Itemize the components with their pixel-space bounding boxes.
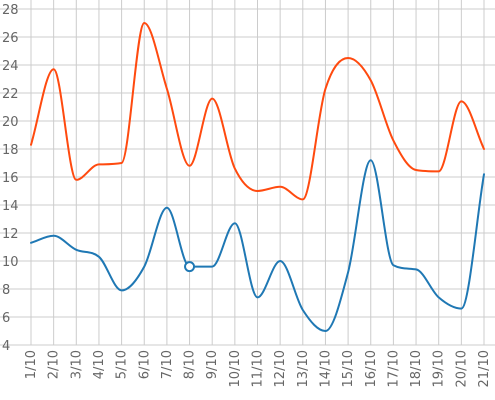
y-tick-label: 26 [2,31,19,46]
marker-layer [184,261,196,273]
y-tick-label: 24 [2,59,19,74]
x-tick-label: 11/10 [251,350,266,387]
y-tick-label: 4 [2,339,10,354]
x-axis-tick-labels: 1/10 2/10 3/10 4/10 5/10 6/10 7/10 8/10 9/10 10/1… [24,350,492,387]
x-tick-label: 16/10 [364,350,379,387]
series-1-line [30,22,485,201]
x-tick-label: 14/10 [318,350,333,387]
x-tick-label: 5/10 [115,350,130,379]
y-tick-label: 28 [2,3,19,18]
series-layer [30,22,485,332]
y-tick-label: 20 [2,115,19,130]
highlighted-point-marker[interactable] [184,261,196,273]
x-tick-label: 20/10 [454,350,469,387]
y-tick-label: 18 [2,143,19,158]
grid [0,0,495,346]
y-tick-label: 10 [2,255,19,270]
x-tick-label: 21/10 [477,350,492,387]
y-tick-label: 16 [2,171,19,186]
x-tick-label: 4/10 [92,350,107,379]
y-tick-label: 22 [2,87,19,102]
x-tick-label: 18/10 [409,350,424,387]
y-tick-label: 8 [2,283,10,298]
y-tick-label: 14 [2,199,19,214]
x-tick-label: 15/10 [341,350,356,387]
y-tick-label: 12 [2,227,19,242]
x-tick-label: 1/10 [24,350,39,379]
y-tick-label: 6 [2,311,10,326]
x-tick-label: 10/10 [228,350,243,387]
x-tick-label: 7/10 [160,350,175,379]
x-tick-label: 3/10 [69,350,84,379]
x-tick-label: 2/10 [47,350,62,379]
x-tick-label: 8/10 [183,350,198,379]
x-tick-label: 19/10 [432,350,447,387]
x-tick-label: 12/10 [273,350,288,387]
y-axis-tick-labels: 4 6 8 10 12 14 16 18 20 22 24 26 28 [2,3,19,354]
x-tick-label: 13/10 [296,350,311,387]
x-tick-label: 9/10 [205,350,220,379]
x-tick-label: 6/10 [137,350,152,379]
series-2-line [30,159,485,332]
x-tick-label: 17/10 [386,350,401,387]
